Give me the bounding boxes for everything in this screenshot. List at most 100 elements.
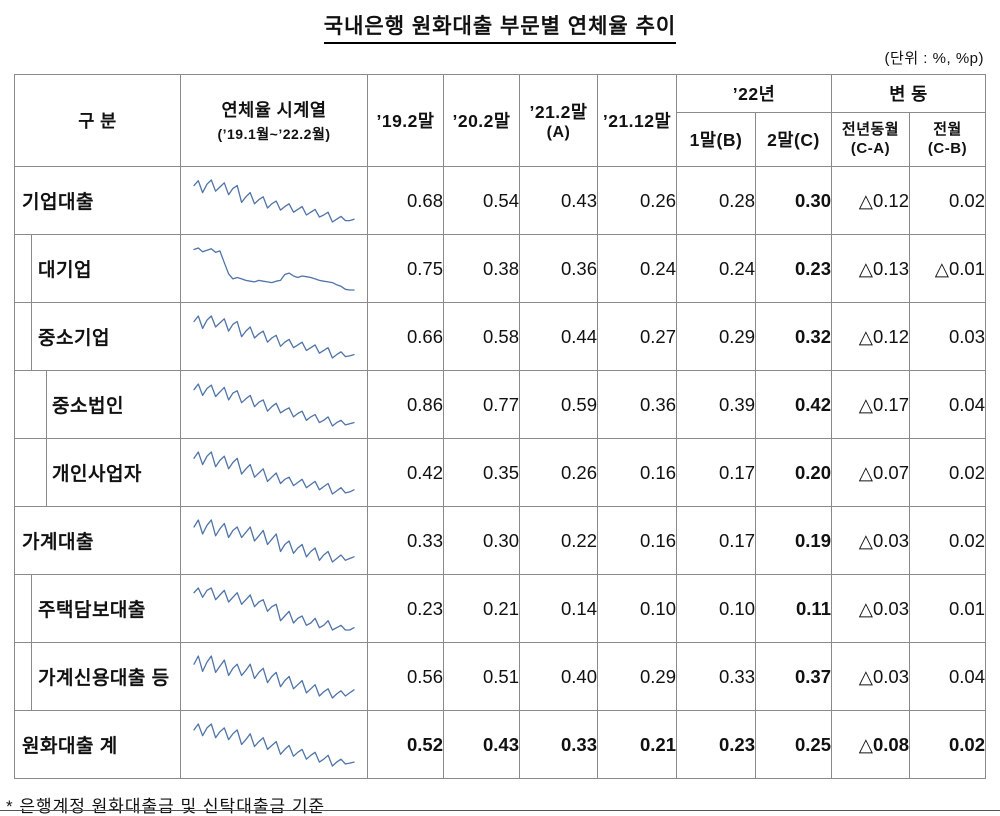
cell-value: 0.51 (443, 642, 520, 711)
sparkline-chart (193, 586, 355, 631)
row-label: 원화대출 계 (14, 710, 181, 779)
sparkline-cell (180, 574, 368, 643)
cell-value: 0.58 (443, 302, 520, 371)
cell-value: △0.07 (831, 438, 910, 507)
cell-value: 0.27 (597, 302, 677, 371)
cell-value: △0.08 (831, 710, 910, 779)
cell-value: 0.39 (676, 370, 756, 439)
cell-value: 0.75 (367, 234, 444, 303)
unit-note: (단위 : %, %p) (884, 50, 984, 67)
header-category: 구 분 (14, 74, 181, 167)
cell-value: 0.22 (519, 506, 598, 575)
cell-value: 0.04 (909, 642, 986, 711)
cell-value: 0.23 (367, 574, 444, 643)
header-col-change-mom: 전월 (C-B) (909, 112, 986, 167)
cell-value: 0.36 (519, 234, 598, 303)
cell-value: 0.28 (676, 166, 756, 235)
header-col-22-1-b: 1말(B) (676, 112, 756, 167)
cell-value: 0.19 (755, 506, 832, 575)
cell-value: 0.56 (367, 642, 444, 711)
sparkline-chart (193, 246, 355, 291)
cell-value: 0.24 (676, 234, 756, 303)
cell-value: 0.59 (519, 370, 598, 439)
cell-value: 0.02 (909, 710, 986, 779)
bottom-divider (0, 810, 1000, 811)
table-row-mortgage: 주택담보대출 0.23 0.21 0.14 0.10 0.10 0.11 △0.… (14, 574, 986, 643)
header-col-20-2: ’20.2말 (443, 74, 520, 167)
cell-value: 0.16 (597, 438, 677, 507)
sparkline-cell (180, 506, 368, 575)
cell-value: 0.68 (367, 166, 444, 235)
cell-value: 0.21 (597, 710, 677, 779)
header-change-mom-line1: 전월 (933, 120, 962, 138)
header-series-range: (’19.1월~’22.2월) (217, 126, 331, 142)
cell-value: 0.66 (367, 302, 444, 371)
cell-value: 0.30 (755, 166, 832, 235)
header-col-21-2-line1: ’21.2말 (529, 102, 588, 122)
cell-value: 0.04 (909, 370, 986, 439)
sparkline-chart (193, 178, 355, 223)
cell-value: 0.11 (755, 574, 832, 643)
cell-value: 0.77 (443, 370, 520, 439)
cell-value: 0.86 (367, 370, 444, 439)
sparkline-chart (193, 654, 355, 699)
cell-value: 0.02 (909, 438, 986, 507)
cell-value: 0.44 (519, 302, 598, 371)
sparkline-cell (180, 710, 368, 779)
sparkline-cell (180, 438, 368, 507)
cell-value: 0.01 (909, 574, 986, 643)
header-group-22: ’22년 (676, 74, 832, 113)
cell-value: 0.35 (443, 438, 520, 507)
table-row-household-credit: 가계신용대출 등 0.56 0.51 0.40 0.29 0.33 0.37 △… (14, 642, 986, 711)
header-col-21-12: ’21.12말 (597, 74, 677, 167)
cell-value: 0.17 (676, 506, 756, 575)
cell-value: 0.52 (367, 710, 444, 779)
sparkline-cell (180, 642, 368, 711)
cell-value: 0.33 (519, 710, 598, 779)
page-title: 국내은행 원화대출 부문별 연체율 추이 (323, 10, 677, 44)
cell-value: 0.42 (367, 438, 444, 507)
cell-value: 0.26 (519, 438, 598, 507)
sparkline-chart (193, 722, 355, 767)
sparkline-chart (193, 518, 355, 563)
cell-value: △0.03 (831, 642, 910, 711)
cell-value: △0.17 (831, 370, 910, 439)
cell-value: 0.54 (443, 166, 520, 235)
sparkline-cell (180, 370, 368, 439)
sparkline-chart (193, 382, 355, 427)
cell-value: 0.43 (519, 166, 598, 235)
row-label: 기업대출 (14, 166, 181, 235)
cell-value: 0.36 (597, 370, 677, 439)
header-col-22-2-c: 2말(C) (755, 112, 832, 167)
table-row-sme: 중소기업 0.66 0.58 0.44 0.27 0.29 0.32 △0.12… (14, 302, 986, 371)
footnote: * 은행계정 원화대출금 및 신탁대출금 기준 (6, 797, 326, 816)
cell-value: 0.21 (443, 574, 520, 643)
sparkline-chart (193, 314, 355, 359)
cell-value: 0.17 (676, 438, 756, 507)
header-series-title: 연체율 시계열 (221, 100, 327, 120)
cell-value: 0.02 (909, 506, 986, 575)
cell-value: 0.30 (443, 506, 520, 575)
cell-value: 0.03 (909, 302, 986, 371)
row-label: 개인사업자 (14, 438, 181, 507)
row-label: 가계대출 (14, 506, 181, 575)
cell-value: △0.12 (831, 166, 910, 235)
cell-value: 0.29 (597, 642, 677, 711)
cell-value: 0.10 (597, 574, 677, 643)
cell-value: 0.10 (676, 574, 756, 643)
table-row-large-corp: 대기업 0.75 0.38 0.36 0.24 0.24 0.23 △0.13 … (14, 234, 986, 303)
cell-value: 0.14 (519, 574, 598, 643)
header-col-change-yoy: 전년동월 (C-A) (831, 112, 910, 167)
cell-value: △0.03 (831, 574, 910, 643)
table-row-corporate: 기업대출 0.68 0.54 0.43 0.26 0.28 0.30 △0.12… (14, 166, 986, 235)
sparkline-cell (180, 166, 368, 235)
cell-value: 0.37 (755, 642, 832, 711)
row-label: 대기업 (14, 234, 181, 303)
cell-value: 0.20 (755, 438, 832, 507)
row-label: 가계신용대출 등 (14, 642, 181, 711)
cell-value: 0.02 (909, 166, 986, 235)
cell-value: △0.01 (909, 234, 986, 303)
header-group-change: 변 동 (831, 74, 986, 113)
header-change-mom-line2: (C-B) (927, 139, 968, 157)
table-row-household: 가계대출 0.33 0.30 0.22 0.16 0.17 0.19 △0.03… (14, 506, 986, 575)
